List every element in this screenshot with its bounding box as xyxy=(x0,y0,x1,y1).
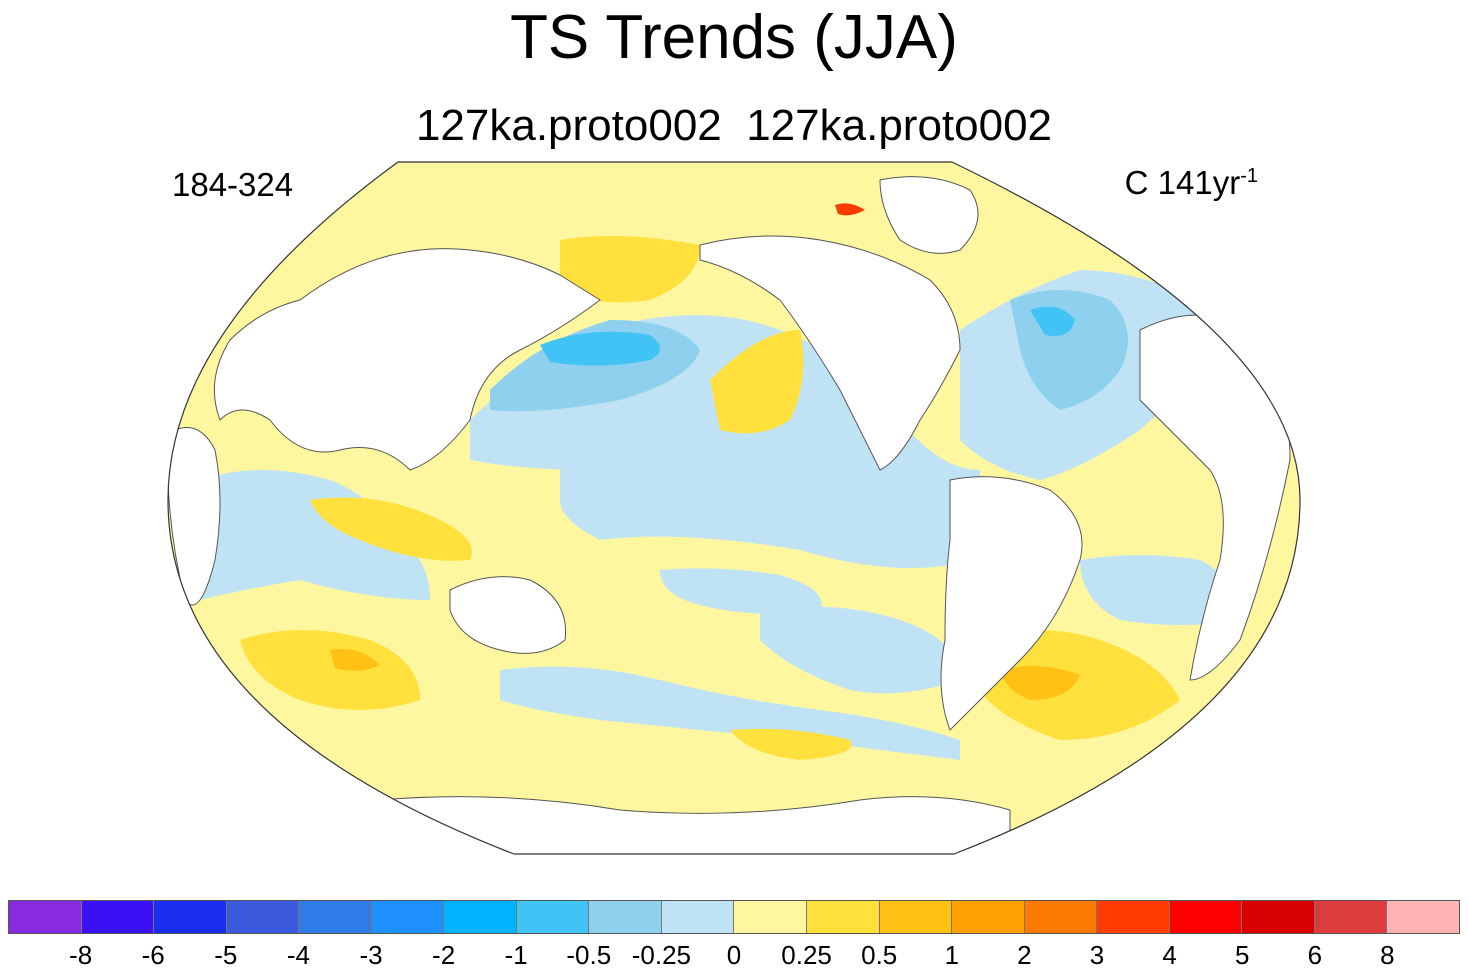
colorbar xyxy=(8,900,1460,934)
strong-cooling-north-atlantic xyxy=(1030,306,1075,336)
strong-cooling-north-pacific xyxy=(540,331,660,366)
colorbar-swatch xyxy=(1097,900,1170,934)
cooling-region-indian-ocean xyxy=(200,470,430,600)
colorbar-swatch xyxy=(661,900,735,934)
colorbar-swatch xyxy=(226,900,300,934)
colorbar-tick-label: 3 xyxy=(1089,940,1105,970)
colorbar-swatch xyxy=(589,900,662,934)
warming-orange-south-atlantic xyxy=(1000,666,1080,700)
colorbar-tick-label: 1 xyxy=(944,940,960,970)
colorbar-tick-label: -0.25 xyxy=(631,940,692,970)
warming-red-greenland xyxy=(835,203,865,216)
warming-maritime-continent xyxy=(310,497,472,561)
colorbar-swatch xyxy=(371,900,445,934)
cooling-region-south-pacific-a xyxy=(660,568,822,614)
colorbar-tick-label: 8 xyxy=(1380,940,1395,970)
land-north-america xyxy=(699,235,961,471)
colorbar-tick-label: -6 xyxy=(141,940,165,970)
warming-orange-south-indian xyxy=(330,649,380,671)
colorbar-tick-label: -2 xyxy=(432,940,456,970)
colorbar-swatch xyxy=(444,900,517,934)
land-greenland xyxy=(879,176,979,254)
colorbar-tick-label: 5 xyxy=(1234,940,1250,970)
colorbar-swatch xyxy=(734,900,808,934)
colorbar-swatch xyxy=(1387,900,1460,934)
warming-east-pacific xyxy=(710,330,804,434)
land-antarctica xyxy=(379,796,1011,854)
warming-arctic xyxy=(560,236,700,303)
warming-southern-ocean xyxy=(730,728,852,760)
units-label: C 141yr-1 xyxy=(1125,156,1258,203)
colorbar-swatch xyxy=(1024,900,1098,934)
colorbar-swatch xyxy=(1242,900,1315,934)
colorbar-swatch xyxy=(879,900,953,934)
colorbar-swatch xyxy=(1314,900,1388,934)
colorbar-swatch xyxy=(952,900,1025,934)
land-eurasia xyxy=(213,248,601,471)
colorbar-tick-label: -3 xyxy=(359,940,383,970)
colorbar-swatch xyxy=(807,900,880,934)
cooling-region-tropical-pacific xyxy=(560,466,980,568)
colorbar-swatch xyxy=(1169,900,1243,934)
colorbar-tick-label: 2 xyxy=(1017,940,1032,970)
colorbar-tick-label: -1 xyxy=(504,940,528,970)
colorbar-tick-label: -5 xyxy=(214,940,238,970)
cooling-region-south-atlantic xyxy=(1080,555,1240,625)
land-south-america xyxy=(940,476,1083,731)
map-title: TS Trends (JJA) xyxy=(510,3,958,72)
period-label: 184-324 xyxy=(172,166,294,203)
colorbar-swatch xyxy=(81,900,155,934)
colorbar-swatch xyxy=(516,900,590,934)
colorbar-tick-label: 0.25 xyxy=(781,940,832,970)
cooling-region-southern-ocean xyxy=(500,666,960,760)
colorbar-swatch xyxy=(154,900,227,934)
colorbar-tick-label: -4 xyxy=(286,940,310,970)
map-subtitle: 127ka.proto002 127ka.proto002 xyxy=(415,101,1053,150)
map-projection-outline xyxy=(167,161,1301,855)
warming-south-indian xyxy=(240,630,420,710)
colorbar-swatch xyxy=(299,900,372,934)
land-africa xyxy=(168,427,221,606)
units-text: C 141yr xyxy=(1124,164,1241,201)
colorbar-tick-label: 0.5 xyxy=(861,940,898,970)
colorbar-tick-labels: -8 -6 -5 -4 -3 -2 -1 -0.5 -0.25 0 0.25 0.5 1 2 3 4 5 6 8 xyxy=(8,938,1460,974)
units-exponent: -1 xyxy=(1240,165,1258,187)
colorbar-swatch xyxy=(8,900,82,934)
colorbar-tick-label: 0 xyxy=(726,940,742,970)
colorbar-tick-label: -8 xyxy=(69,940,93,970)
warming-south-atlantic xyxy=(980,630,1180,740)
colorbar-tick-label: -0.5 xyxy=(566,940,612,970)
land-australia xyxy=(449,576,567,654)
cooling-region-south-pacific-b xyxy=(760,606,960,694)
colorbar-tick-label: 4 xyxy=(1162,940,1177,970)
colorbar-tick-label: 6 xyxy=(1307,940,1323,970)
